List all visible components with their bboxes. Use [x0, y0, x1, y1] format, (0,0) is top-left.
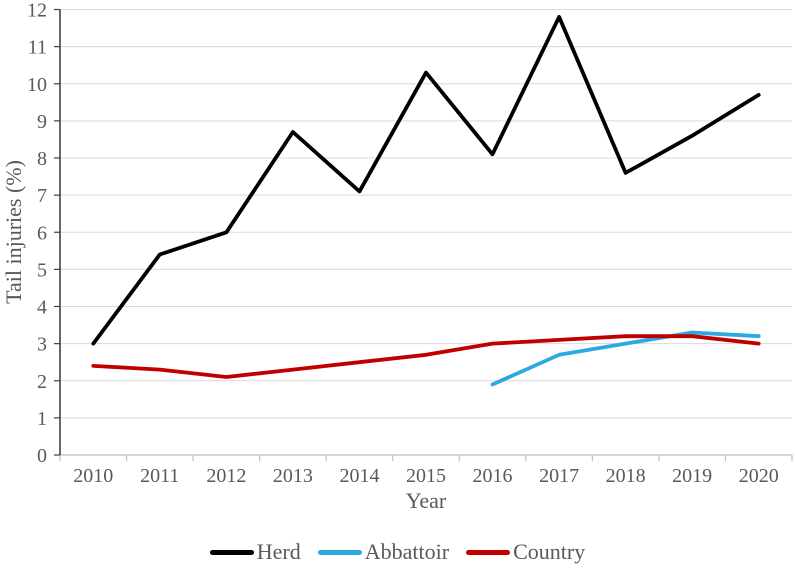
x-tick-label-2019: 2019	[672, 465, 712, 487]
legend-item-herd: Herd	[209, 539, 301, 564]
axes	[54, 8, 793, 461]
y-tick-label-4: 4	[37, 297, 47, 319]
y-tick-label-12: 12	[27, 0, 47, 22]
x-tick-label-2011: 2011	[140, 465, 179, 487]
y-tick-label-7: 7	[37, 185, 47, 207]
legend-swatch-herd	[209, 549, 254, 555]
y-axis-title: Tail injuries (%)	[1, 160, 26, 304]
x-tick-label-2017: 2017	[539, 465, 579, 487]
y-tick-label-10: 10	[27, 74, 47, 96]
legend-label-abbattoir: Abbattoir	[364, 539, 450, 564]
legend-label-herd: Herd	[256, 539, 301, 564]
y-tick-label-2: 2	[37, 371, 47, 393]
x-tick-labels: 2010 2011 2012 2013 2014 2015 2016 2017 2018 2019…	[73, 465, 778, 487]
series-lines	[91, 14, 761, 387]
x-tick-label-2018: 2018	[606, 465, 646, 487]
y-tick-label-5: 5	[37, 259, 47, 281]
y-tick-label-0: 0	[37, 445, 47, 467]
x-tick-label-2010: 2010	[73, 465, 113, 487]
gridlines	[60, 9, 792, 419]
legend-swatch-abbattoir	[317, 549, 362, 555]
legend-item-country: Country	[466, 541, 585, 563]
x-tick-label-2015: 2015	[406, 465, 446, 487]
legend-label-country: Country	[513, 539, 586, 564]
series-line-country	[91, 334, 761, 379]
legend-swatch-country	[466, 549, 511, 555]
x-axis-title: Year	[406, 488, 447, 513]
y-tick-label-3: 3	[37, 334, 47, 356]
y-tick-label-1: 1	[37, 408, 47, 430]
x-tick-label-2020: 2020	[739, 465, 779, 487]
x-tick-label-2013: 2013	[273, 465, 313, 487]
series-line-herd	[91, 14, 761, 346]
legend: Herd Abbattoir Country	[0, 541, 795, 563]
x-tick-label-2014: 2014	[339, 465, 379, 487]
x-tick-label-2012: 2012	[206, 465, 246, 487]
y-tick-label-6: 6	[37, 222, 47, 244]
legend-item-abbattoir: Abbattoir	[317, 539, 450, 564]
x-tick-label-2016: 2016	[473, 465, 513, 487]
y-tick-label-8: 8	[37, 148, 47, 170]
y-tick-label-9: 9	[37, 111, 47, 133]
y-tick-label-11: 11	[28, 37, 47, 59]
series-line-abbattoir	[490, 330, 761, 387]
